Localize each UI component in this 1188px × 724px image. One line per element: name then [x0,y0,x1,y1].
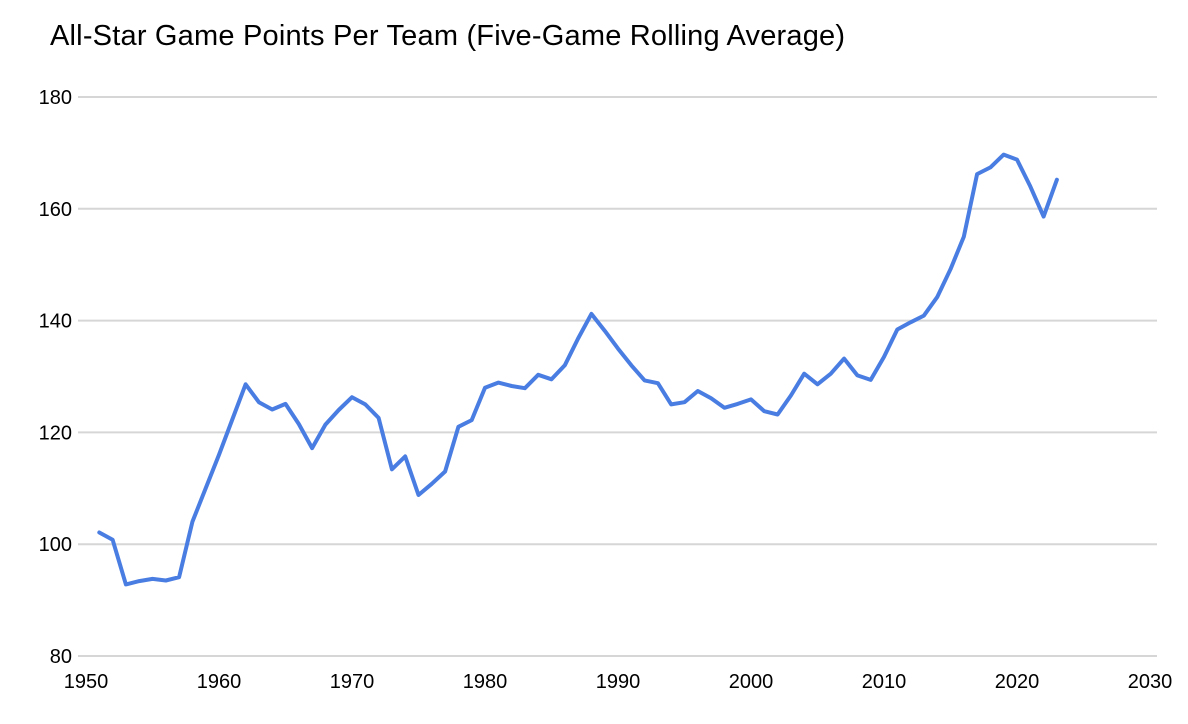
x-tick-label: 1990 [596,671,641,693]
y-tick-label: 180 [39,87,72,109]
x-tick-label: 1960 [197,671,242,693]
y-tick-label: 140 [39,311,72,333]
y-tick-label: 80 [50,646,72,668]
x-tick-label: 2030 [1128,671,1173,693]
x-tick-label: 2010 [862,671,907,693]
y-tick-label: 120 [39,422,72,444]
x-tick-label: 2020 [995,671,1040,693]
x-tick-label: 1970 [330,671,375,693]
y-tick-label: 160 [39,199,72,221]
x-tick-label: 1980 [463,671,508,693]
chart-title: All-Star Game Points Per Team (Five-Game… [50,20,846,52]
x-tick-label: 1950 [64,671,109,693]
x-tick-label: 2000 [729,671,774,693]
data-series-line [97,152,1059,587]
y-tick-label: 100 [39,534,72,556]
